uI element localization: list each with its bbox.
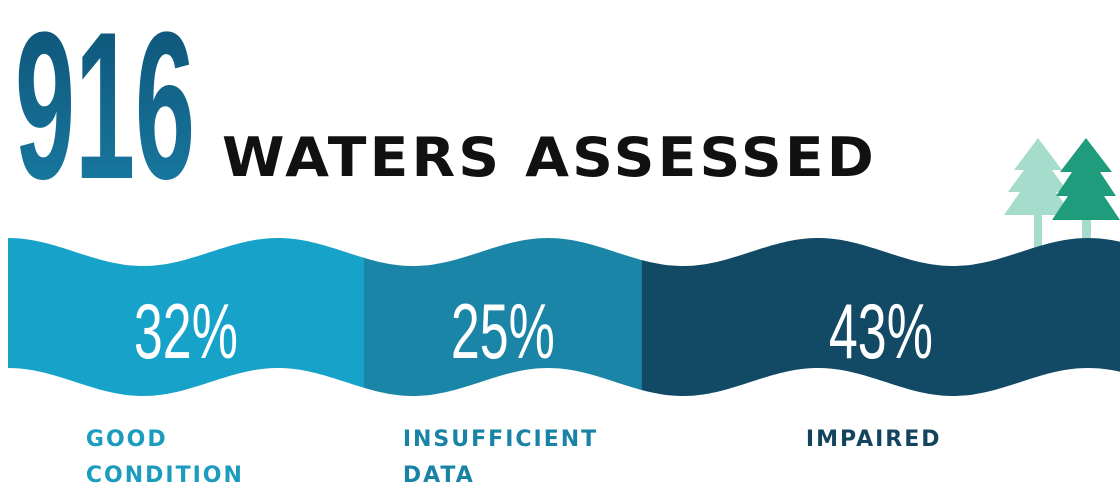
value-label: 43% xyxy=(829,287,933,375)
value-label: 25% xyxy=(451,287,555,375)
infographic: 916 WATERS ASSESSED 32% 25% 43% xyxy=(0,0,1120,486)
page: {"header": {"count": "916", "label": "WA… xyxy=(0,0,1120,486)
segment-label: GOOD CONDITION xyxy=(86,422,286,494)
segment-label: IMPAIRED xyxy=(806,422,956,458)
headline: WATERS ASSESSED xyxy=(222,126,877,189)
value-label: 32% xyxy=(134,287,238,375)
segment-label: INSUFFICIENT DATA xyxy=(403,422,603,494)
count: 916 xyxy=(15,0,195,223)
